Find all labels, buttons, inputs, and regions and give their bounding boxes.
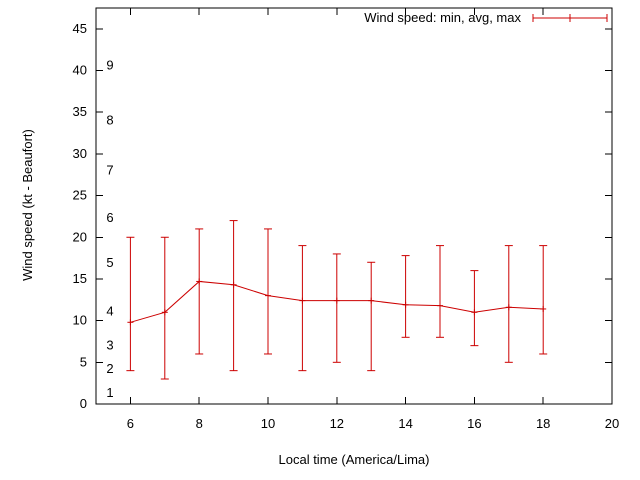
x-tick-label: 6 [127,416,134,431]
y-tick-label: 30 [73,146,87,161]
beaufort-scale-label: 2 [106,361,113,376]
x-axis-title: Local time (America/Lima) [278,452,430,467]
beaufort-scale-label: 3 [106,338,113,353]
x-tick-label: 12 [330,416,344,431]
y-axis-title: Wind speed (kt - Beaufort) [20,129,35,281]
beaufort-scale-label: 9 [106,58,113,73]
y-tick-label: 0 [80,396,87,411]
x-tick-label: 8 [196,416,203,431]
y-tick-label: 15 [73,271,87,286]
x-tick-label: 14 [398,416,412,431]
y-tick-label: 25 [73,188,87,203]
y-tick-label: 45 [73,21,87,36]
x-tick-label: 16 [467,416,481,431]
beaufort-scale-label: 5 [106,255,113,270]
legend-label: Wind speed: min, avg, max [364,10,521,25]
beaufort-scale-label: 4 [106,303,113,318]
y-tick-label: 40 [73,63,87,78]
x-tick-label: 10 [261,416,275,431]
y-tick-label: 35 [73,104,87,119]
avg-line [130,280,544,323]
y-tick-label: 5 [80,354,87,369]
beaufort-scale-label: 8 [106,113,113,128]
plot-border [95,7,613,405]
y-tick-label: 10 [73,313,87,328]
y-tick-label: 20 [73,229,87,244]
beaufort-scale-label: 1 [106,385,113,400]
x-tick-label: 20 [605,416,619,431]
beaufort-scale-label: 6 [106,210,113,225]
legend-sample-errorbar-icon [532,13,608,22]
x-tick-label: 18 [536,416,550,431]
legend: Wind speed: min, avg, max [364,10,610,25]
beaufort-scale-label: 7 [106,163,113,178]
